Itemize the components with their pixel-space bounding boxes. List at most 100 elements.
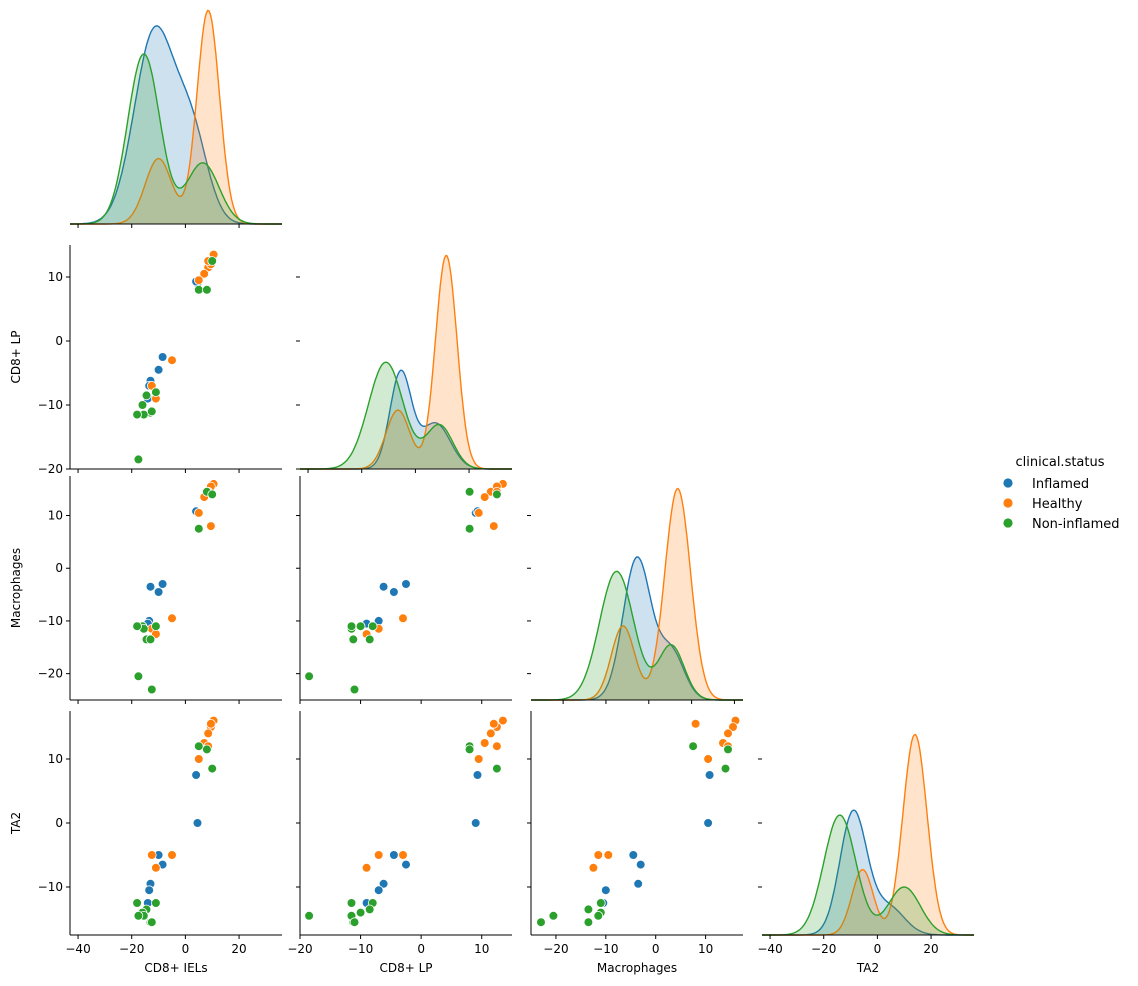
scatter-point-non-inflamed bbox=[202, 744, 212, 755]
kde-line-non-inflamed bbox=[531, 570, 743, 701]
scatter-point-inflamed bbox=[378, 878, 389, 889]
scatter-point-non-inflamed bbox=[595, 898, 606, 908]
y-tick-label: −10 bbox=[38, 398, 63, 412]
scatter-point-non-inflamed bbox=[147, 406, 157, 417]
scatter-point-non-inflamed bbox=[492, 489, 502, 500]
x-axis-label: CD8+ LP bbox=[379, 961, 432, 975]
y-tick-label: 0 bbox=[55, 561, 63, 575]
scatter-point-healthy bbox=[488, 521, 499, 531]
scatter-point-inflamed bbox=[157, 579, 168, 589]
scatter-point-healthy bbox=[498, 715, 508, 726]
legend-label: Healthy bbox=[1032, 497, 1083, 512]
scatter-point-non-inflamed bbox=[548, 910, 559, 921]
scatter-point-inflamed bbox=[633, 878, 643, 889]
x-axis-label: Macrophages bbox=[597, 961, 677, 975]
scatter-point-non-inflamed bbox=[194, 523, 204, 534]
scatter-point-non-inflamed bbox=[367, 621, 378, 631]
scatter-point-non-inflamed bbox=[147, 684, 157, 695]
scatter-point-non-inflamed bbox=[207, 763, 218, 774]
scatter-point-non-inflamed bbox=[723, 744, 733, 755]
scatter-point-non-inflamed bbox=[145, 634, 156, 645]
scatter-point-healthy bbox=[373, 850, 384, 860]
scatter-point-non-inflamed bbox=[720, 763, 731, 774]
y-tick-label: −10 bbox=[38, 880, 63, 894]
x-tick-label: −20 bbox=[119, 942, 144, 956]
y-axis-label: TA2 bbox=[9, 812, 23, 835]
scatter-point-healthy bbox=[199, 268, 210, 279]
legend-marker-non-inflamed bbox=[1002, 517, 1014, 529]
scatter-point-non-inflamed bbox=[536, 917, 546, 927]
scatter-point-non-inflamed bbox=[207, 489, 218, 500]
scatter-point-non-inflamed bbox=[141, 390, 152, 401]
x-tick-label: 0 bbox=[652, 942, 660, 956]
scatter-point-inflamed bbox=[144, 885, 155, 895]
scatter-point-healthy bbox=[206, 521, 216, 531]
scatter-point-inflamed bbox=[373, 885, 384, 895]
kde-fill-inflamed bbox=[531, 556, 743, 700]
scatter-point-healthy bbox=[194, 754, 204, 764]
scatter-point-healthy bbox=[728, 722, 738, 732]
scatter-point-healthy bbox=[479, 492, 490, 502]
y-axis-label: CD8+ LP bbox=[9, 330, 23, 383]
scatter-point-healthy bbox=[361, 862, 372, 873]
x-tick-label: 0 bbox=[417, 942, 425, 956]
scatter-point-non-inflamed bbox=[364, 634, 375, 645]
scatter-point-non-inflamed bbox=[364, 904, 375, 915]
scatter-point-non-inflamed bbox=[688, 741, 698, 751]
x-tick-label: 0 bbox=[182, 942, 190, 956]
x-tick-label: 0 bbox=[874, 942, 882, 956]
x-tick-label: −10 bbox=[593, 942, 618, 956]
scatter-point-inflamed bbox=[153, 364, 164, 375]
scatter-point-healthy bbox=[206, 718, 216, 729]
scatter-point-inflamed bbox=[191, 770, 201, 780]
scatter-point-healthy bbox=[588, 862, 599, 873]
scatter-point-inflamed bbox=[389, 587, 399, 597]
scatter-point-non-inflamed bbox=[133, 910, 144, 921]
scatter-point-healthy bbox=[167, 850, 177, 860]
scatter-point-healthy bbox=[492, 741, 502, 751]
scatter-point-healthy bbox=[690, 718, 701, 729]
scatter-point-inflamed bbox=[145, 581, 156, 592]
scatter-point-non-inflamed bbox=[346, 621, 357, 631]
scatter-point-inflamed bbox=[153, 587, 164, 597]
scatter-point-non-inflamed bbox=[151, 898, 161, 908]
scatter-point-healthy bbox=[167, 613, 177, 624]
scatter-point-healthy bbox=[398, 613, 408, 624]
y-tick-label: −20 bbox=[38, 667, 63, 681]
y-tick-label: 10 bbox=[48, 270, 63, 284]
y-tick-label: 10 bbox=[48, 509, 63, 523]
y-tick-label: 10 bbox=[48, 752, 63, 766]
x-tick-label: −20 bbox=[543, 942, 568, 956]
scatter-point-non-inflamed bbox=[207, 256, 218, 266]
scatter-point-healthy bbox=[488, 718, 499, 729]
kde-fill-healthy bbox=[531, 488, 743, 700]
legend-marker-inflamed bbox=[1002, 477, 1014, 489]
scatter-point-healthy bbox=[603, 850, 614, 860]
scatter-point-non-inflamed bbox=[202, 284, 212, 295]
kde-fill-inflamed bbox=[762, 810, 974, 935]
scatter-point-inflamed bbox=[401, 579, 411, 589]
scatter-point-inflamed bbox=[401, 859, 411, 870]
scatter-point-non-inflamed bbox=[492, 763, 502, 774]
scatter-point-inflamed bbox=[389, 850, 399, 860]
kde-fill-healthy bbox=[762, 734, 974, 935]
x-tick-label: −20 bbox=[287, 942, 312, 956]
kde-line-non-inflamed bbox=[762, 814, 974, 936]
scatter-point-non-inflamed bbox=[151, 387, 161, 398]
x-tick-label: −40 bbox=[65, 942, 90, 956]
scatter-point-healthy bbox=[479, 738, 490, 748]
scatter-point-non-inflamed bbox=[464, 523, 475, 534]
scatter-point-healthy bbox=[473, 508, 484, 518]
scatter-point-non-inflamed bbox=[147, 917, 157, 927]
kde-fill-non-inflamed bbox=[300, 362, 512, 469]
kde-line-non-inflamed bbox=[300, 361, 512, 470]
y-tick-label: 0 bbox=[55, 334, 63, 348]
scatter-point-inflamed bbox=[192, 818, 203, 828]
scatter-point-non-inflamed bbox=[137, 400, 148, 410]
scatter-point-non-inflamed bbox=[583, 904, 594, 915]
scatter-point-healthy bbox=[203, 728, 214, 739]
y-tick-label: 0 bbox=[55, 816, 63, 830]
kde-fill-non-inflamed bbox=[70, 53, 282, 225]
scatter-point-non-inflamed bbox=[349, 684, 360, 695]
scatter-point-healthy bbox=[593, 850, 604, 860]
